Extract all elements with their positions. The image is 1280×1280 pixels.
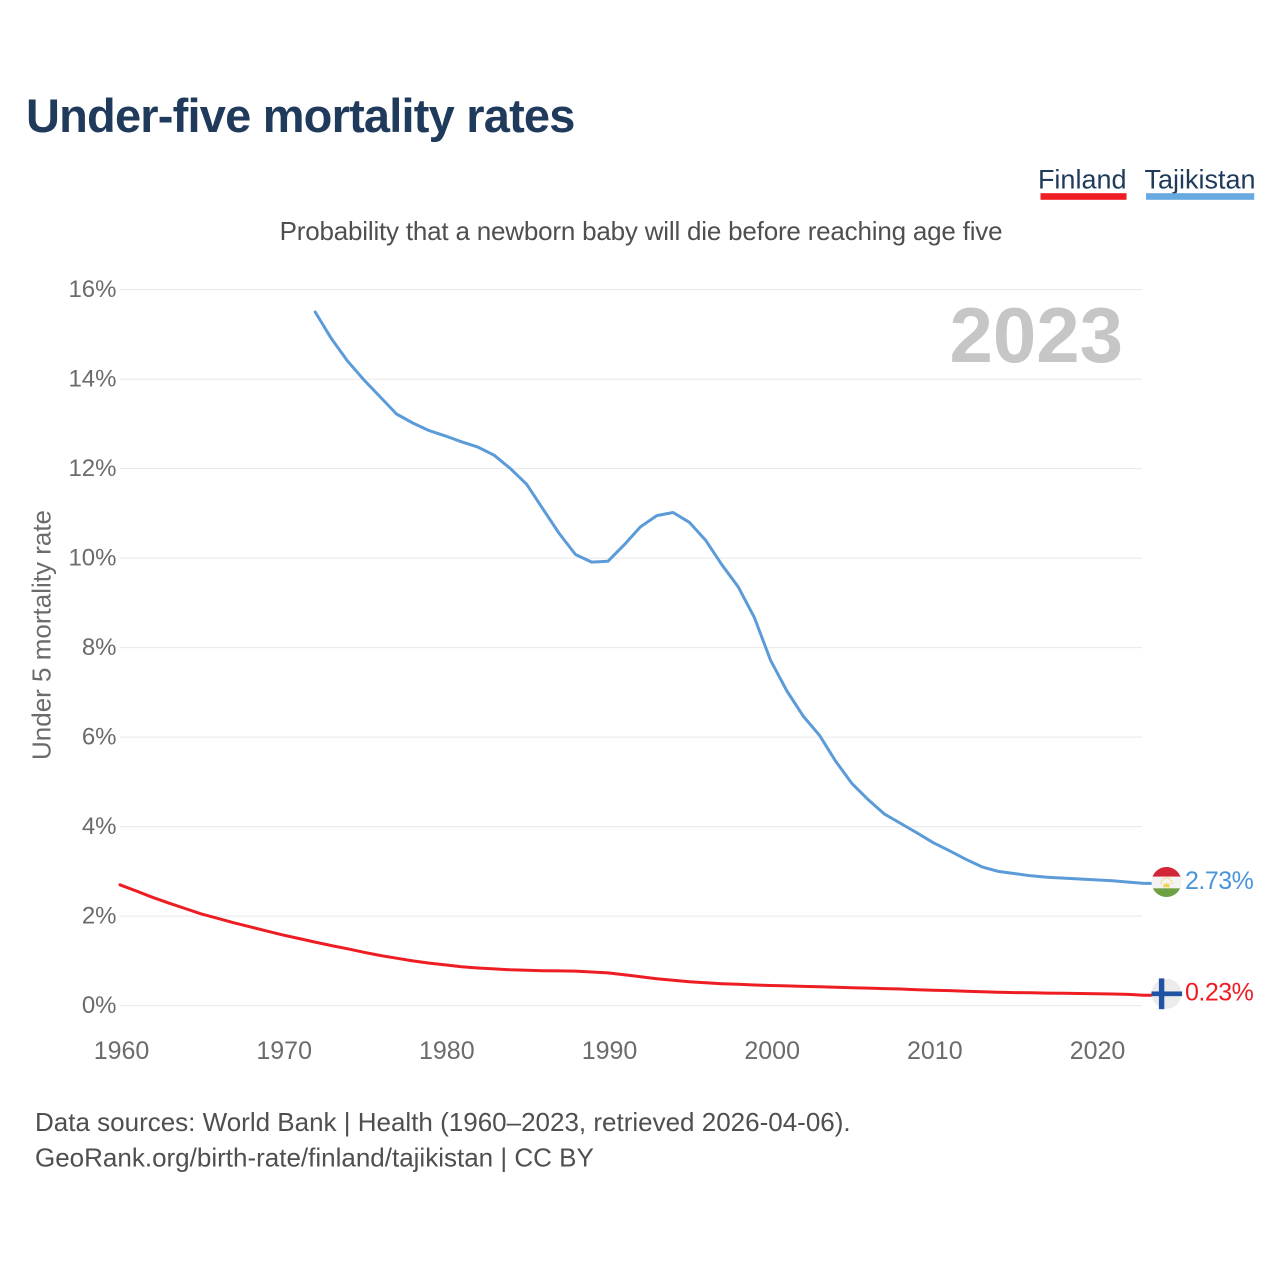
svg-text:Under 5 mortality rate: Under 5 mortality rate — [27, 510, 57, 760]
svg-text:Tajikistan: Tajikistan — [1144, 165, 1255, 195]
svg-text:16%: 16% — [68, 276, 116, 303]
svg-text:8%: 8% — [82, 634, 117, 661]
svg-text:2%: 2% — [82, 903, 117, 930]
svg-text:2010: 2010 — [907, 1037, 963, 1065]
svg-text:2020: 2020 — [1070, 1037, 1126, 1065]
svg-text:Data sources: World Bank | Hea: Data sources: World Bank | Health (1960–… — [35, 1107, 851, 1137]
svg-text:Finland: Finland — [1038, 165, 1127, 195]
svg-text:Probability that a newborn bab: Probability that a newborn baby will die… — [280, 216, 1003, 246]
svg-text:GeoRank.org/birth-rate/finland: GeoRank.org/birth-rate/finland/tajikista… — [35, 1143, 594, 1173]
svg-text:12%: 12% — [68, 455, 116, 482]
svg-text:2000: 2000 — [744, 1037, 800, 1065]
svg-text:1990: 1990 — [582, 1037, 638, 1065]
svg-text:1960: 1960 — [94, 1037, 150, 1065]
svg-text:Under-five mortality rates: Under-five mortality rates — [26, 89, 575, 142]
svg-text:1970: 1970 — [256, 1037, 312, 1065]
svg-text:0%: 0% — [82, 992, 117, 1019]
svg-text:0.23%: 0.23% — [1185, 979, 1254, 1007]
svg-text:10%: 10% — [68, 545, 116, 572]
svg-text:2.73%: 2.73% — [1185, 867, 1254, 895]
svg-text:6%: 6% — [82, 724, 117, 751]
svg-text:14%: 14% — [68, 366, 116, 393]
svg-text:4%: 4% — [82, 813, 117, 840]
svg-text:1980: 1980 — [419, 1037, 475, 1065]
svg-text:2023: 2023 — [949, 291, 1123, 379]
